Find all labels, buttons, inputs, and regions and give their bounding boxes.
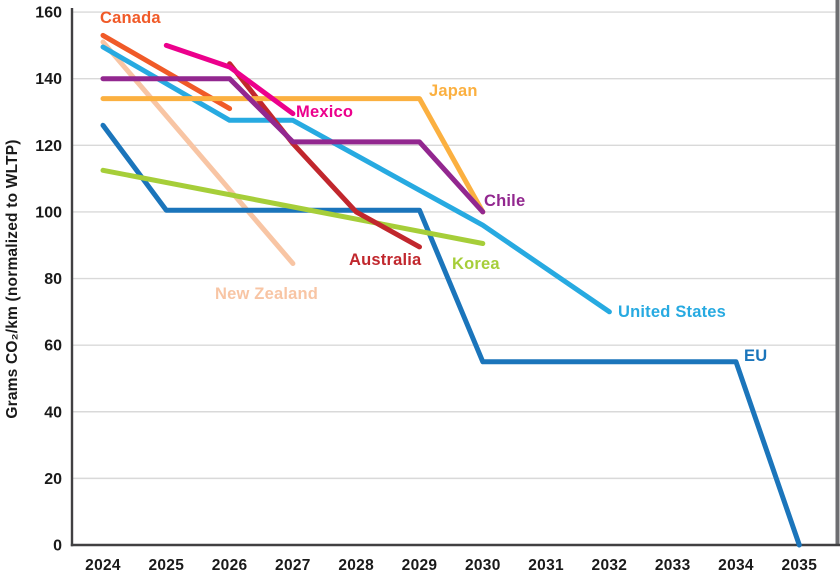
series-label-chile: Chile	[484, 192, 525, 210]
series-label-australia: Australia	[349, 251, 422, 269]
x-tick-label-2024: 2024	[85, 557, 121, 574]
x-tick-label-2032: 2032	[592, 557, 628, 574]
y-tick-label-140: 140	[35, 71, 62, 88]
series-label-eu: EU	[744, 347, 767, 365]
x-tick-label-2027: 2027	[275, 557, 311, 574]
series-line-mexico	[163, 42, 296, 117]
x-tick-label-2030: 2030	[465, 557, 501, 574]
y-tick-label-0: 0	[53, 538, 62, 555]
y-tick-label-40: 40	[44, 404, 62, 421]
x-tick-label-2031: 2031	[528, 557, 564, 574]
series-line-chile	[100, 76, 486, 215]
y-tick-label-20: 20	[44, 471, 62, 488]
series-line-new-zealand	[100, 39, 296, 266]
x-tick-label-2026: 2026	[212, 557, 248, 574]
series-label-korea: Korea	[452, 255, 500, 273]
series-line-korea	[100, 167, 486, 246]
y-tick-label-100: 100	[35, 204, 62, 221]
x-tick-label-2034: 2034	[718, 557, 754, 574]
y-tick-label-60: 60	[44, 338, 62, 355]
x-tick-label-2035: 2035	[781, 557, 817, 574]
series-line-eu	[100, 122, 802, 548]
y-tick-label-80: 80	[44, 271, 62, 288]
x-tick-label-2033: 2033	[655, 557, 691, 574]
y-tick-label-120: 120	[35, 138, 62, 155]
x-tick-label-2028: 2028	[338, 557, 374, 574]
series-label-new-zealand: New Zealand	[215, 285, 318, 303]
x-tick-label-2029: 2029	[402, 557, 438, 574]
series-label-united-states: United States	[618, 303, 726, 321]
series-label-mexico: Mexico	[296, 103, 353, 121]
y-tick-label-160: 160	[35, 5, 62, 22]
series-label-canada: Canada	[100, 9, 161, 27]
x-tick-label-2025: 2025	[148, 557, 184, 574]
series-line-australia	[227, 61, 422, 250]
series-label-japan: Japan	[429, 82, 478, 100]
series-line-japan	[100, 96, 486, 215]
series-line-united-states	[100, 44, 612, 315]
